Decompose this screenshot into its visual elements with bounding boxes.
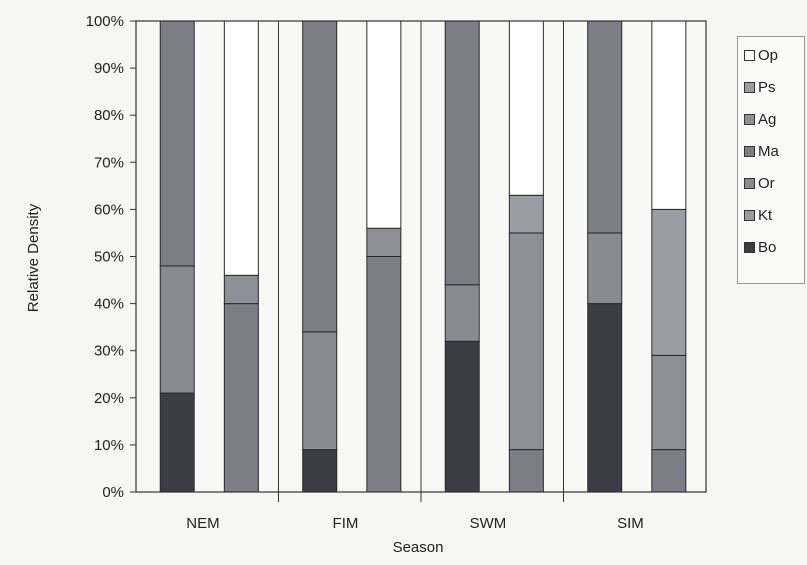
bar-segment-bo <box>587 303 623 493</box>
bar-segment-bo <box>159 392 195 493</box>
legend-label: Bo <box>758 238 777 256</box>
y-tick-label: 50% <box>94 249 124 266</box>
legend-item-kt: Kt <box>744 205 772 225</box>
x-tick-label: FIM <box>333 515 359 532</box>
bar-segment-ma <box>302 20 338 333</box>
y-tick-label: 0% <box>102 484 124 501</box>
legend-label: Or <box>758 174 775 192</box>
legend: Op Ps Ag Ma Or Kt Bo <box>737 36 805 284</box>
y-tick-label: 10% <box>94 437 124 454</box>
legend-swatch <box>744 241 755 253</box>
plot-area: 0% 10% 20% 30% 40% 50% 60% 70% 80% 90% 100% NEM FIM S… <box>86 13 707 532</box>
legend-label: Op <box>758 46 779 64</box>
legend-swatch <box>744 81 755 93</box>
bar-segment-bo <box>302 449 338 493</box>
bar-segment-bo <box>444 340 480 493</box>
y-axis-title: Relative Density <box>25 203 42 312</box>
legend-item-ag: Ag <box>744 109 776 129</box>
bar-segment-or <box>587 232 623 305</box>
legend-swatch <box>744 49 755 61</box>
y-tick-label: 80% <box>94 107 124 124</box>
y-tick-label: 20% <box>94 390 124 407</box>
bar-segment-op <box>508 20 544 196</box>
bar-segment-op <box>223 20 259 276</box>
legend-item-or: Or <box>744 173 775 193</box>
legend-item-ps: Ps <box>744 77 776 97</box>
bar-segment-op <box>366 20 402 229</box>
y-tick-label: 40% <box>94 296 124 313</box>
bar-segment-ps <box>651 208 687 356</box>
legend-swatch <box>744 209 755 221</box>
bar-segment-ma <box>444 20 480 286</box>
bar-segment-ma <box>508 449 544 493</box>
y-tick-label: 70% <box>94 154 124 171</box>
legend-item-bo: Bo <box>744 237 776 257</box>
x-tick-label: SWM <box>470 515 507 532</box>
legend-label: Ag <box>758 110 777 128</box>
bar-segment-ma <box>159 20 195 267</box>
legend-swatch <box>744 177 755 189</box>
y-tick-label: 100% <box>86 13 124 30</box>
y-tick-label: 30% <box>94 343 124 360</box>
bar-segment-or <box>159 265 195 394</box>
bar-segment-ag <box>651 354 687 451</box>
bar-segment-ma <box>651 449 687 493</box>
bar-segment-ma <box>366 256 402 493</box>
bar-segment-ag <box>508 232 544 451</box>
bar-segment-ag <box>223 274 259 305</box>
y-tick-label: 60% <box>94 201 124 218</box>
bar-segment-or <box>302 331 338 451</box>
bar-segment-ma <box>223 303 259 493</box>
x-tick-label: SIM <box>617 515 644 532</box>
y-tick-label: 90% <box>94 60 124 77</box>
bar-segment-or <box>444 284 480 342</box>
legend-label: Ps <box>758 78 776 96</box>
x-axis-title: Season <box>393 539 444 556</box>
x-tick-label: NEM <box>186 515 219 532</box>
bar-segment-op <box>651 20 687 210</box>
legend-label: Ma <box>758 142 779 160</box>
bar-segment-ma <box>587 20 623 234</box>
bar-segment-ag <box>366 227 402 258</box>
legend-item-op: Op <box>744 45 778 65</box>
legend-label: Kt <box>758 206 773 224</box>
legend-swatch <box>744 145 755 157</box>
bar-segment-ps <box>508 194 544 234</box>
legend-item-ma: Ma <box>744 141 779 161</box>
legend-swatch <box>744 113 755 125</box>
